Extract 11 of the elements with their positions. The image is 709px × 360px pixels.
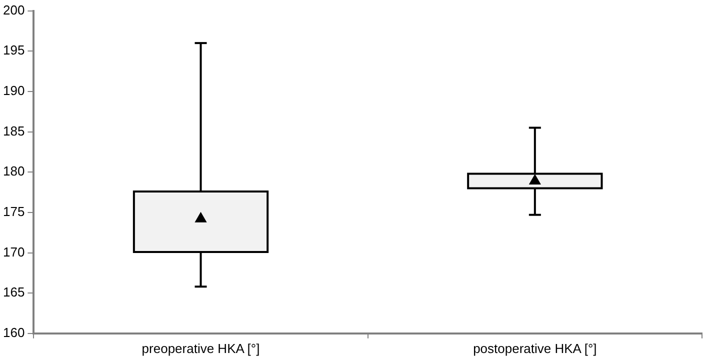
y-tick-label: 185 bbox=[2, 123, 25, 138]
y-tick-label: 180 bbox=[2, 164, 25, 179]
y-tick-label: 175 bbox=[2, 204, 25, 220]
y-tick-label: 195 bbox=[2, 42, 25, 58]
y-tick-label: 160 bbox=[2, 324, 25, 340]
x-tick-label: preoperative HKA [°] bbox=[142, 340, 260, 356]
y-tick-label: 200 bbox=[2, 2, 25, 18]
x-tick-label: postoperative HKA [°] bbox=[473, 340, 597, 356]
y-tick-label: 165 bbox=[2, 284, 25, 300]
y-tick-label: 170 bbox=[2, 244, 25, 260]
y-tick-label: 190 bbox=[2, 83, 25, 98]
